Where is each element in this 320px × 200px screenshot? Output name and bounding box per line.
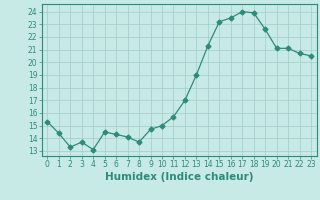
X-axis label: Humidex (Indice chaleur): Humidex (Indice chaleur) [105, 172, 253, 182]
